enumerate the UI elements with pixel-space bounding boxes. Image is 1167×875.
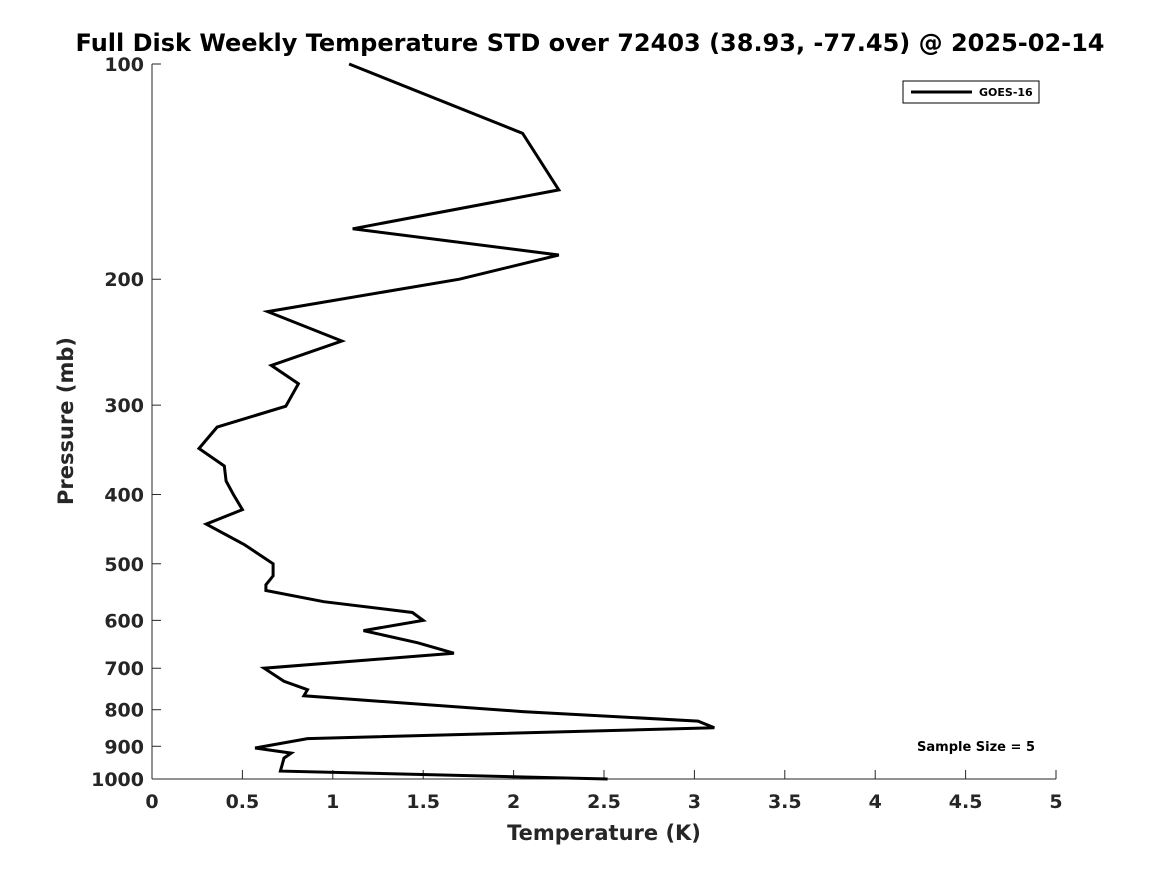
- y-tick-label: 500: [104, 554, 144, 576]
- y-tick-label: 100: [104, 54, 144, 76]
- y-tick-label: 300: [104, 395, 144, 417]
- y-tick-label: 400: [104, 484, 144, 506]
- legend-label-goes-16: GOES-16: [979, 86, 1033, 99]
- y-tick-label: 1000: [91, 769, 144, 791]
- x-tick-label: 4.5: [949, 791, 983, 813]
- legend: GOES-16: [902, 80, 1040, 104]
- plot-area: [152, 64, 1056, 779]
- x-tick-label: 3: [688, 791, 701, 813]
- x-tick-label: 4: [869, 791, 882, 813]
- chart-title: Full Disk Weekly Temperature STD over 72…: [76, 29, 1105, 57]
- x-axis-label: Temperature (K): [507, 821, 701, 845]
- x-tick-label: 1.5: [406, 791, 440, 813]
- x-axis-ticks: 0 0.5 1 1.5 2 2.5 3 3.5 4 4.5 5: [145, 770, 1063, 813]
- sample-size-annotation: Sample Size = 5: [917, 740, 1035, 755]
- y-tick-label: 900: [104, 736, 144, 758]
- x-tick-label: 0.5: [226, 791, 260, 813]
- x-tick-label: 2.5: [587, 791, 621, 813]
- x-tick-label: 5: [1049, 791, 1062, 813]
- y-tick-label: 200: [104, 269, 144, 291]
- y-tick-label: 700: [104, 658, 144, 680]
- x-tick-label: 0: [145, 791, 158, 813]
- y-tick-label: 600: [104, 610, 144, 632]
- y-tick-label: 800: [104, 700, 144, 722]
- x-tick-label: 3.5: [768, 791, 802, 813]
- y-axis-label: Pressure (mb): [54, 337, 78, 505]
- x-tick-label: 1: [326, 791, 339, 813]
- x-tick-label: 2: [507, 791, 520, 813]
- series-line-goes-16: [196, 62, 715, 781]
- y-axis-ticks: 100 200 300 400 500 600 700 800 900 1000: [91, 54, 161, 791]
